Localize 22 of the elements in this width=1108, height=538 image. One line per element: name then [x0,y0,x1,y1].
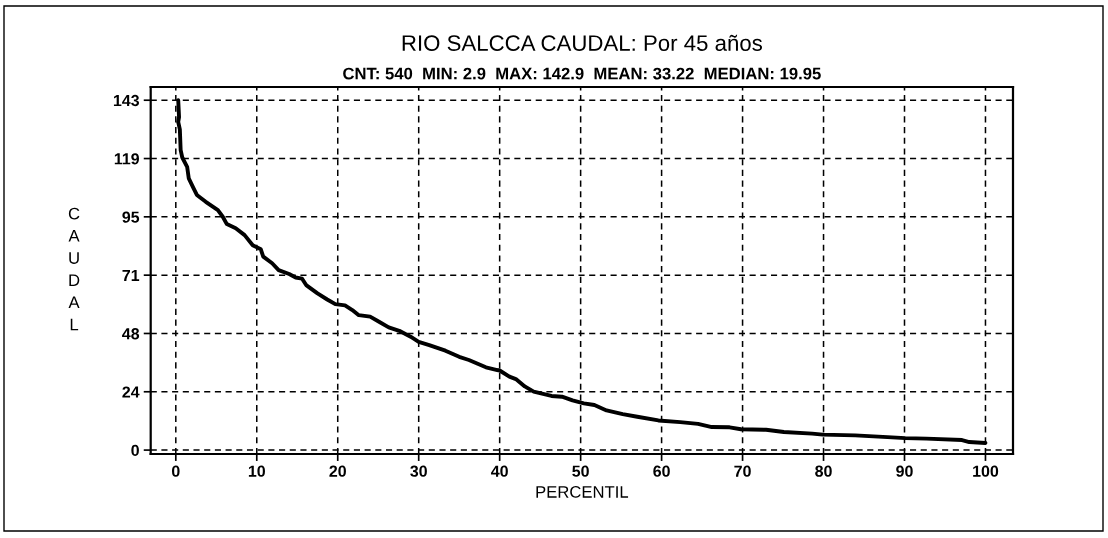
x-tick-label: 60 [653,465,670,477]
x-tick-label: 70 [734,465,751,477]
y-tick-label: 48 [122,328,140,340]
x-tick-label: 50 [572,465,589,477]
y-tick-label: 71 [122,269,140,281]
x-tick-label: 30 [410,465,427,477]
y-tick-label: 143 [113,94,140,107]
y-tick-label: 24 [122,386,140,398]
chart-title: RIO SALCCA CAUDAL: Por 45 años [402,34,762,51]
y-axis-title: CAUDAL [68,207,80,331]
chart-subtitle: CNT: 540 MIN: 2.9 MAX: 142.9 MEAN: 33.22 MEDIAN: 19.95 [343,67,821,80]
x-tick-label: 100 [973,465,999,477]
x-tick-label: 80 [815,465,832,477]
x-tick-label: 10 [248,465,265,477]
x-tick-label: 20 [329,465,346,477]
y-tick-label: 119 [114,153,139,165]
x-tick-label: 40 [491,465,508,477]
y-tick-label: 0 [131,444,139,457]
x-axis-title: PERCENTIL [536,486,629,498]
x-tick-label: 90 [896,465,913,477]
y-tick-label: 95 [122,211,140,223]
x-tick-label: 0 [171,465,180,477]
